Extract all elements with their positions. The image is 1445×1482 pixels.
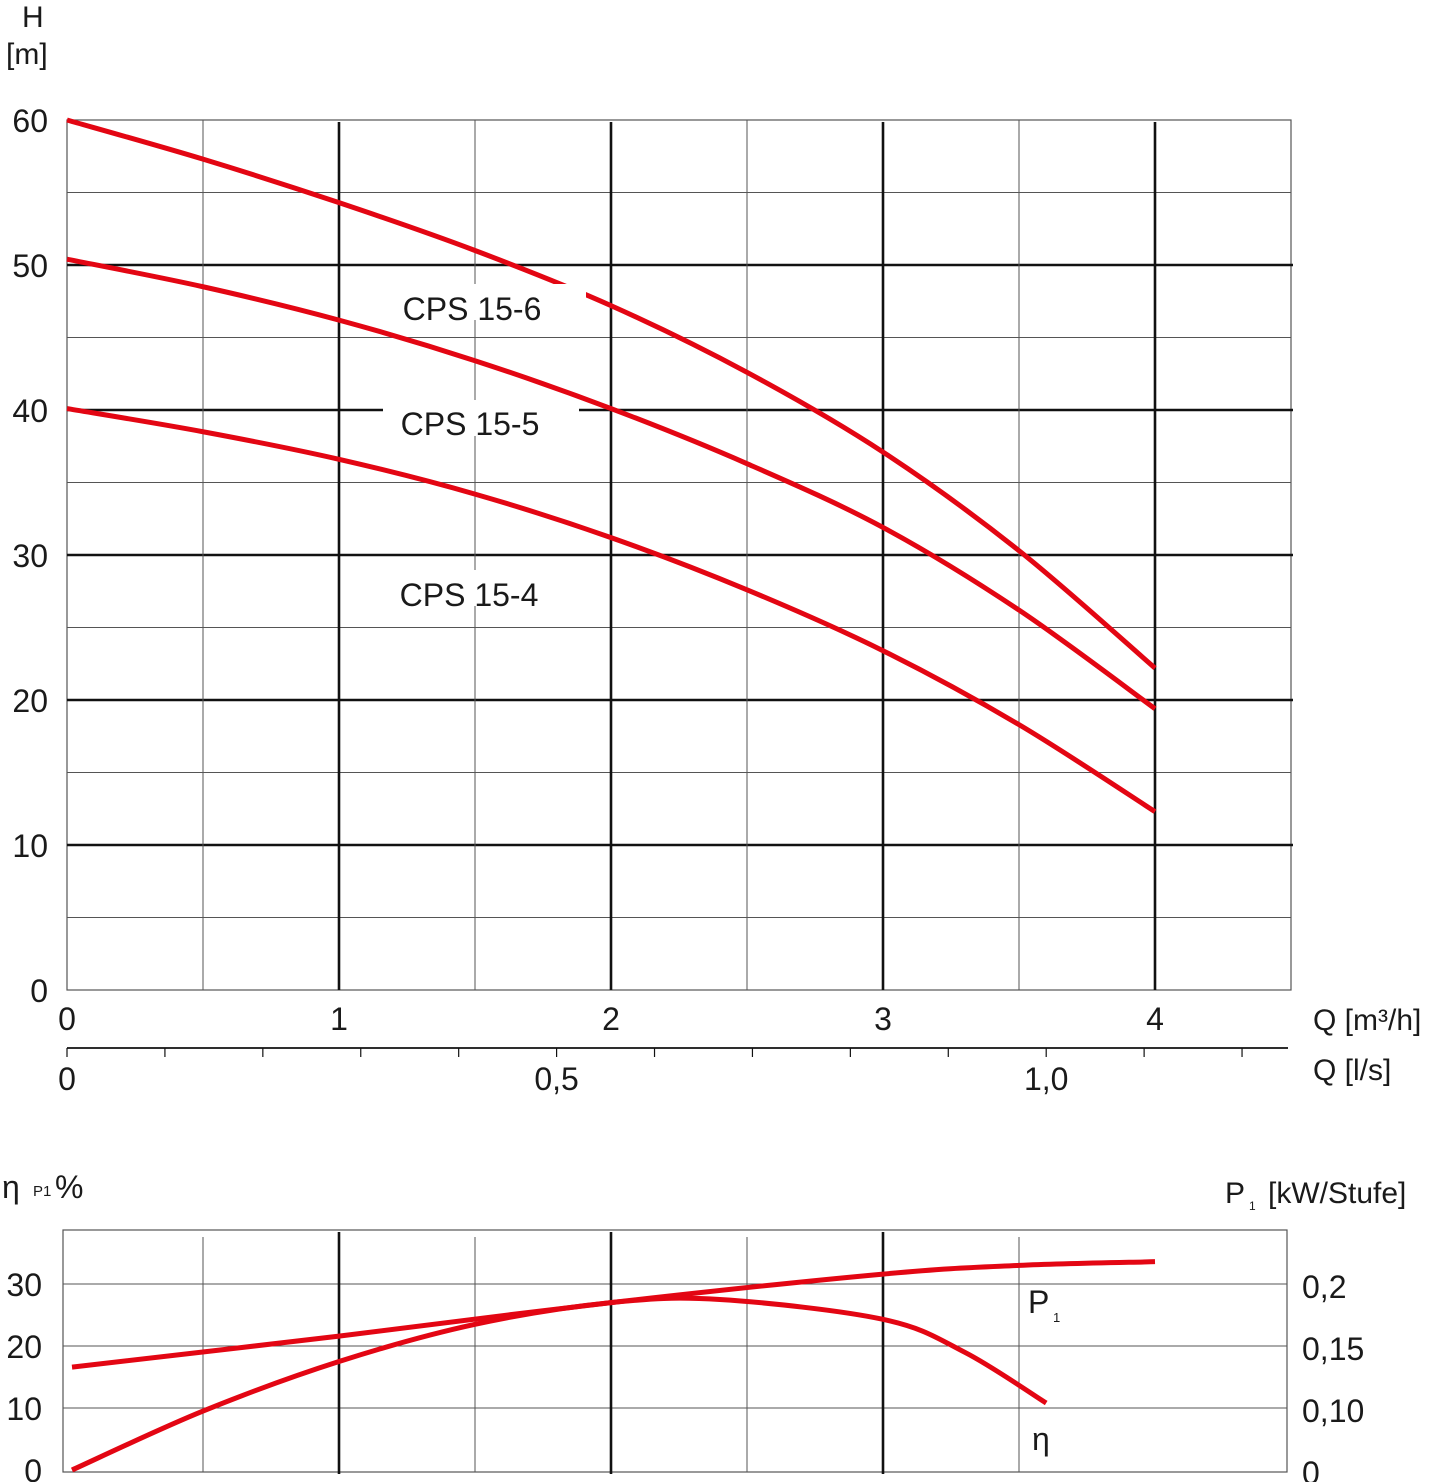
x2-axis-label: Q [l/s] bbox=[1313, 1054, 1391, 1087]
x-tick-label: 4 bbox=[1146, 1001, 1164, 1037]
curves bbox=[66, 117, 1157, 1473]
y-tick-label: 0 bbox=[30, 973, 48, 1009]
x-tick-label: 2 bbox=[602, 1001, 620, 1037]
eta-axis-sub: P1 bbox=[33, 1183, 51, 1200]
eta-axis-label: η bbox=[2, 1169, 20, 1205]
series-label: CPS 15-4 bbox=[400, 577, 539, 613]
x2-tick-label: 1,0 bbox=[1024, 1061, 1068, 1097]
grid bbox=[62, 119, 1293, 1474]
series-label-bg bbox=[382, 570, 578, 606]
p1-axis-unit: [kW/Stufe] bbox=[1268, 1177, 1406, 1210]
series-label-bg bbox=[390, 284, 586, 320]
y-right-tick-label: 0,10 bbox=[1302, 1393, 1364, 1429]
x-tick-label: 1 bbox=[330, 1001, 348, 1037]
series-label: CPS 15-6 bbox=[403, 291, 542, 327]
y-tick-label: 50 bbox=[12, 248, 48, 284]
y-left-tick-label: 30 bbox=[6, 1267, 42, 1303]
y-tick-label: 40 bbox=[12, 393, 48, 429]
x2-tick-label: 0,5 bbox=[534, 1061, 578, 1097]
p1-axis-label: P bbox=[1225, 1177, 1245, 1210]
curve-cps-15-4 bbox=[66, 406, 1157, 814]
curve-cps-15-6 bbox=[66, 117, 1157, 670]
y-left-tick-label: 10 bbox=[6, 1391, 42, 1427]
bottom-plot-frame bbox=[62, 1229, 1288, 1473]
x-axis-label: Q [m³/h] bbox=[1313, 1004, 1421, 1037]
y-axis-unit: [m] bbox=[6, 38, 48, 71]
y-right-tick-label: 0,2 bbox=[1302, 1269, 1346, 1305]
p1-axis-sub: 1 bbox=[1249, 1199, 1256, 1213]
y-tick-label: 20 bbox=[12, 683, 48, 719]
series-label-bg bbox=[383, 400, 579, 436]
curve-cps-15-5 bbox=[66, 256, 1157, 711]
eta-axis-unit: % bbox=[55, 1169, 83, 1205]
x-tick-label: 0 bbox=[58, 1001, 76, 1037]
y-left-tick-label: 20 bbox=[6, 1329, 42, 1365]
x2-tick-label: 0 bbox=[58, 1061, 76, 1097]
p1-curve-label: P bbox=[1028, 1284, 1049, 1320]
y-right-tick-label: 0 bbox=[1302, 1455, 1320, 1482]
y-tick-label: 10 bbox=[12, 828, 48, 864]
curve-p1 bbox=[71, 1259, 1156, 1370]
y-tick-label: 60 bbox=[12, 103, 48, 139]
y-right-tick-label: 0,15 bbox=[1302, 1331, 1364, 1367]
eta-curve-label: η bbox=[1032, 1421, 1050, 1457]
curve-eta bbox=[70, 1295, 1048, 1473]
y-axis-symbol: H bbox=[22, 1, 44, 34]
y-left-tick-label: 0 bbox=[24, 1453, 42, 1482]
series-label: CPS 15-5 bbox=[401, 406, 540, 442]
y-tick-label: 30 bbox=[12, 538, 48, 574]
p1-curve-label-sub: 1 bbox=[1053, 1310, 1060, 1325]
x-tick-label: 3 bbox=[874, 1001, 892, 1037]
